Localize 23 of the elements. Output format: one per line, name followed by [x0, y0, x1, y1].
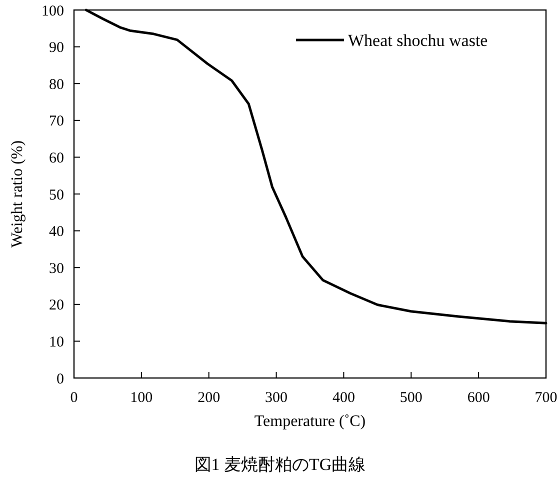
y-tick-label: 0: [56, 371, 64, 388]
x-axis-title: Temperature (˚C): [254, 413, 366, 430]
y-axis-title: Weight ratio (%): [9, 140, 26, 248]
y-tick-label: 20: [49, 298, 64, 314]
y-tick-label: 90: [49, 40, 64, 56]
y-tick-label: 30: [49, 260, 64, 277]
x-tick-label: 100: [130, 390, 153, 406]
x-tick-label: 0: [70, 390, 78, 406]
legend-label: Wheat shochu waste: [348, 30, 488, 50]
y-tick-label: 70: [49, 114, 64, 130]
x-tick-label: 400: [332, 390, 355, 406]
x-tick-label: 600: [467, 390, 490, 406]
y-tick-label: 100: [42, 3, 64, 20]
x-tick-label: 200: [198, 390, 220, 406]
caption: 図1 麦焼酎粕のTG曲線: [194, 455, 366, 474]
x-tick-label: 300: [265, 390, 288, 406]
x-tick-label: 500: [400, 390, 422, 406]
y-tick-label: 50: [49, 187, 64, 204]
y-tick-label: 10: [49, 334, 64, 350]
y-tick-label: 40: [49, 224, 64, 240]
y-tick-label: 80: [49, 76, 64, 93]
y-tick-label: 60: [49, 150, 64, 166]
x-tick-label: 700: [534, 390, 558, 406]
